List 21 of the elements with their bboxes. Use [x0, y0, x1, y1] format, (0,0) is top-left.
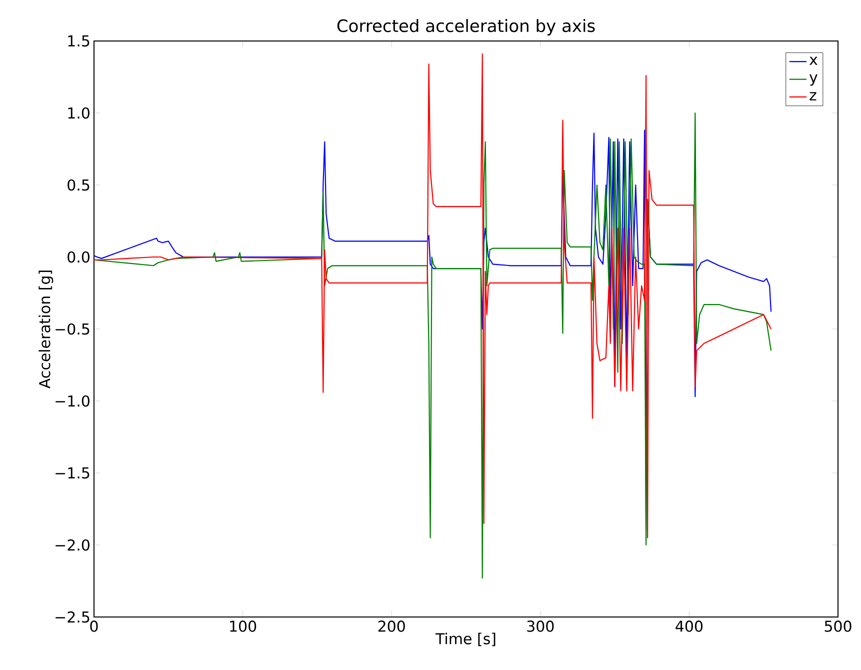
y-tick-label: −1.5 — [56, 467, 90, 479]
y-tick-label: −2.0 — [56, 539, 90, 551]
y-tick-label: −0.5 — [56, 323, 90, 335]
y-axis-title: Acceleration [g] — [38, 270, 54, 388]
y-tick-label: 0.5 — [68, 179, 90, 191]
x-tick-label: 300 — [527, 620, 554, 632]
x-tick-label: 100 — [230, 620, 256, 632]
y-tick-label: 0.0 — [68, 251, 90, 263]
x-tick-label: 200 — [378, 620, 405, 632]
y-tick-label: −1.0 — [56, 395, 90, 407]
x-tick-label: 0 — [90, 620, 98, 632]
y-tick-label: −2.5 — [56, 611, 90, 623]
legend-label: x — [809, 56, 818, 65]
x-tick-label: 400 — [676, 620, 703, 632]
x-axis-title: Time [s] — [435, 632, 496, 646]
legend-label: y — [809, 74, 818, 86]
x-tick-label: 500 — [824, 620, 852, 632]
chart-title: Corrected acceleration by axis — [337, 19, 595, 36]
legend-label: z — [810, 92, 816, 100]
y-tick-label: 1.0 — [68, 107, 90, 119]
y-tick-label: 1.5 — [68, 35, 90, 47]
